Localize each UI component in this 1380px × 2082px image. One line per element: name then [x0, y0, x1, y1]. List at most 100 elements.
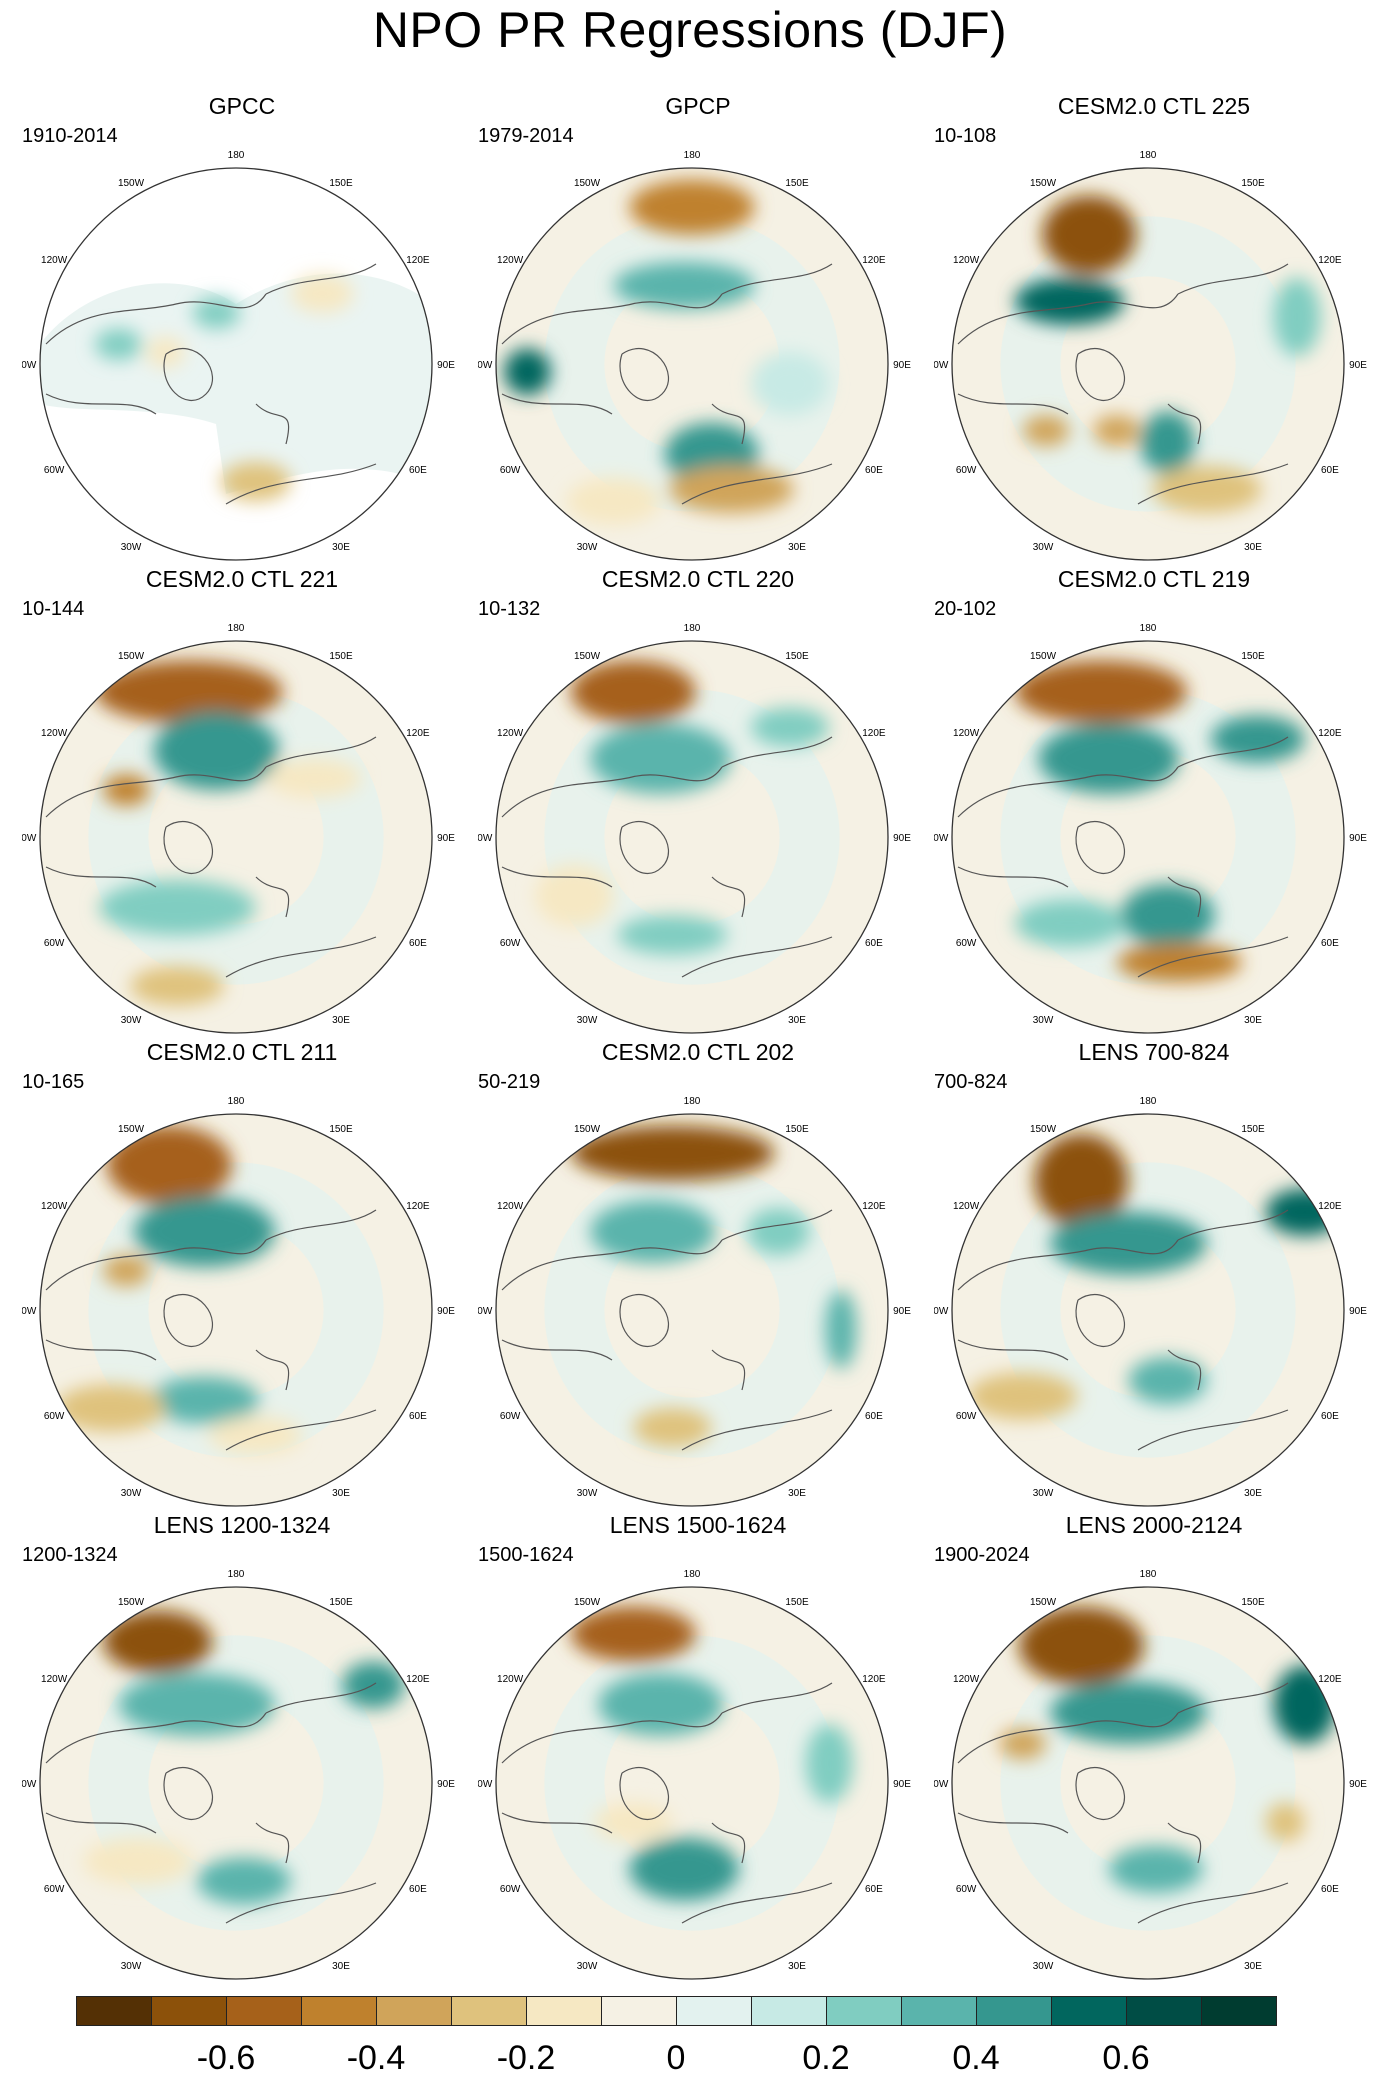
longitude-label: 150E [785, 178, 809, 189]
regression-anomaly [130, 966, 225, 1006]
panel-title: LENS 1200-1324 [153, 1512, 331, 1538]
longitude-label: 60E [409, 465, 427, 476]
longitude-label: 60E [1321, 938, 1339, 949]
colorbar-box [1126, 1996, 1202, 2026]
longitude-label: 90W [934, 1306, 949, 1317]
colorbar-box [1051, 1996, 1127, 2026]
regression-anomaly [1014, 660, 1188, 724]
longitude-label: 60E [409, 938, 427, 949]
background-anomaly-ring [1000, 1162, 1296, 1458]
longitude-label: 120W [41, 1674, 68, 1685]
regression-anomaly [825, 1290, 857, 1369]
longitude-label: 30W [121, 1488, 142, 1499]
longitude-label: 30E [1244, 1015, 1262, 1026]
map-boundary [495, 1113, 889, 1507]
longitude-label: 30E [1244, 1488, 1262, 1499]
coastlines [45, 736, 377, 978]
longitude-label: 60E [1321, 1411, 1339, 1422]
colorbar-tick-label: 0 [666, 2039, 686, 2077]
panel-title: CESM2.0 CTL 211 [146, 1039, 338, 1065]
longitude-label: 60E [1321, 1884, 1339, 1895]
longitude-label: 120W [497, 1201, 524, 1212]
longitude-label: 120E [862, 255, 886, 266]
observed-land-coverage [40, 273, 432, 494]
longitude-label: 60W [44, 1411, 65, 1422]
colorbar-box [151, 1996, 227, 2026]
regression-anomaly [750, 352, 830, 415]
panel-period: 700-824 [934, 1071, 1008, 1093]
longitude-label: 180 [1140, 623, 1157, 634]
regression-anomaly [999, 1728, 1047, 1760]
polar-map: 180150E120E90E60E30E030W60W90W120W150W [478, 623, 911, 1034]
colorbar-boxes [76, 1996, 1277, 2026]
longitude-label: 30W [1033, 542, 1054, 553]
longitude-label: 30W [121, 1961, 142, 1972]
longitude-label: 120W [497, 1674, 524, 1685]
longitude-label: 150E [785, 1124, 809, 1135]
longitude-label: 180 [228, 150, 245, 161]
regression-anomaly [196, 1857, 291, 1905]
regression-anomaly [134, 1196, 276, 1267]
longitude-label: 180 [228, 1096, 245, 1107]
regression-anomaly [94, 328, 142, 361]
longitude-label: 60W [44, 1884, 65, 1895]
longitude-label: 60W [956, 465, 977, 476]
longitude-label: 90W [22, 360, 37, 371]
map-boundary [39, 1586, 433, 1980]
longitude-label: 120E [406, 728, 430, 739]
regression-anomaly [613, 262, 755, 310]
regression-anomaly [805, 1724, 853, 1803]
regression-anomaly [118, 1673, 276, 1736]
longitude-label: 60W [500, 1884, 521, 1895]
panel-period: 1979-2014 [478, 125, 574, 147]
longitude-label: 180 [1140, 1569, 1157, 1580]
longitude-label: 60W [956, 1411, 977, 1422]
regression-anomaly [1108, 1845, 1203, 1893]
longitude-label: 150E [329, 1597, 353, 1608]
colorbar-box [676, 1996, 752, 2026]
regression-anomaly [1022, 414, 1070, 447]
coastlines [45, 1682, 377, 1924]
longitude-label: 90W [22, 1779, 37, 1790]
panel-period: 10-165 [22, 1071, 85, 1093]
longitude-label: 120W [953, 255, 980, 266]
regression-anomaly [535, 864, 614, 928]
regression-anomaly [1018, 1606, 1145, 1685]
longitude-label: 90W [22, 1306, 37, 1317]
map-boundary [39, 1113, 433, 1507]
longitude-label: 30W [577, 1961, 598, 1972]
longitude-label: 120W [41, 1201, 68, 1212]
longitude-label: 90E [1349, 360, 1367, 371]
panel-title: GPCP [665, 93, 731, 119]
regression-anomaly [1014, 899, 1125, 947]
longitude-label: 180 [684, 623, 701, 634]
longitude-label: 60W [500, 1411, 521, 1422]
map-panel: CESM2.0 CTL 202180150E120E90E60E30E030W6… [478, 1038, 918, 1508]
longitude-label: 60W [44, 938, 65, 949]
panel-period: 1910-2014 [22, 125, 118, 147]
polar-map: 180150E120E90E60E30E030W60W90W120W150W [934, 1569, 1367, 1980]
polar-map: 180150E120E90E60E30E030W60W90W120W150W [478, 150, 911, 561]
longitude-label: 30W [121, 542, 142, 553]
coastlines [45, 263, 377, 505]
longitude-label: 90W [934, 833, 949, 844]
regression-anomaly [570, 660, 696, 724]
map-boundary [495, 640, 889, 1034]
regression-anomaly [629, 179, 755, 235]
longitude-label: 60E [1321, 465, 1339, 476]
map-panel: LENS 1200-1324180150E120E90E60E30E030W60… [22, 1511, 462, 1981]
longitude-label: 180 [1140, 1096, 1157, 1107]
regression-anomaly [1042, 195, 1137, 274]
longitude-label: 90E [437, 1779, 455, 1790]
regression-anomaly [503, 348, 551, 396]
longitude-label: 90W [478, 833, 493, 844]
longitude-label: 150E [785, 651, 809, 662]
polar-map: 180150E120E90E60E30E030W60W90W120W150W [934, 1096, 1367, 1507]
regression-anomaly [1034, 1133, 1129, 1228]
polar-map: 180150E120E90E60E30E030W60W90W120W150W [22, 623, 455, 1034]
longitude-label: 90E [1349, 833, 1367, 844]
longitude-label: 150E [1241, 178, 1265, 189]
longitude-label: 120E [1318, 1201, 1342, 1212]
regression-anomaly [1050, 1212, 1207, 1275]
regression-anomaly [290, 273, 354, 314]
